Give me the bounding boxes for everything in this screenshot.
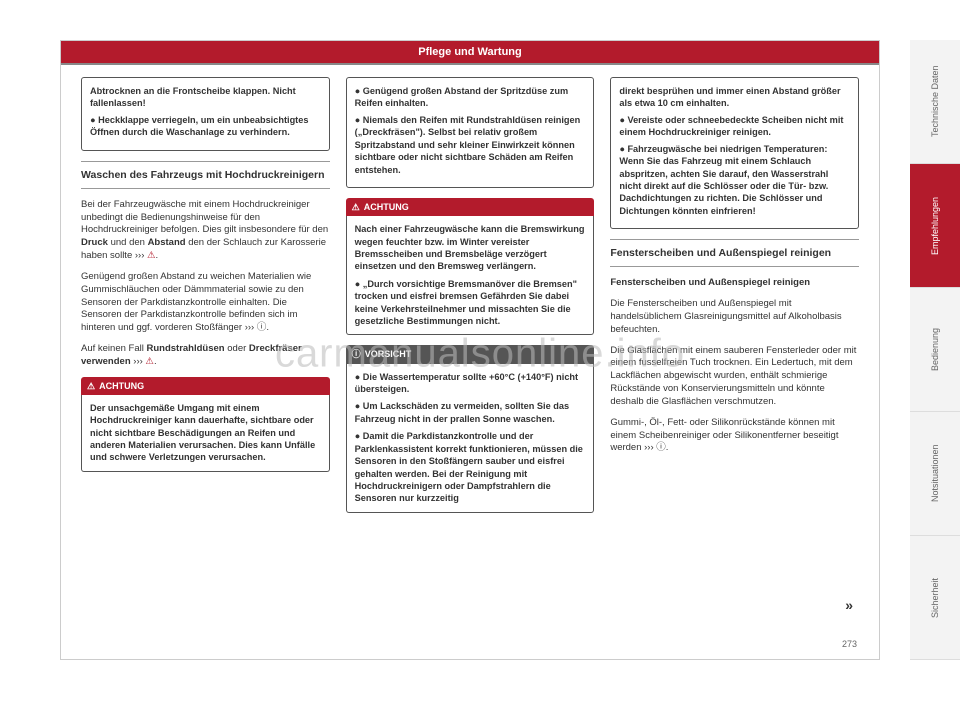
column-3: direkt besprühen und immer einen Abstand… bbox=[610, 77, 859, 523]
info-box: direkt besprühen und immer einen Abstand… bbox=[610, 77, 859, 229]
warning-icon: ⚠ bbox=[352, 201, 360, 213]
warning-icon: ⚠ bbox=[87, 380, 95, 392]
subheading: Fensterscheiben und Außenspiegel reinige… bbox=[610, 277, 859, 290]
achtung-body: Der unsachgemäße Umgang mit einem Hochdr… bbox=[81, 395, 330, 472]
achtung-block: ⚠ ACHTUNG Der unsachgemäße Umgang mit ei… bbox=[81, 377, 330, 472]
tab-technische-daten[interactable]: Technische Daten bbox=[910, 40, 960, 164]
achtung-header: ⚠ ACHTUNG bbox=[346, 198, 595, 216]
paragraph: Bei der Fahrzeugwäsche mit einem Hochdru… bbox=[81, 199, 330, 263]
vorsicht-header: ⓘ VORSICHT bbox=[346, 345, 595, 363]
warning-icon: ⚠ bbox=[147, 250, 156, 261]
box-bullet: ● Genügend großen Abstand der Spritzdüse… bbox=[355, 85, 586, 110]
vorsicht-block: ⓘ VORSICHT ● Die Wassertemperatur sollte… bbox=[346, 345, 595, 512]
tab-notsituationen[interactable]: Notsituationen bbox=[910, 412, 960, 536]
warn-text: Nach einer Fahrzeugwäsche kann die Brems… bbox=[355, 223, 586, 273]
vorsicht-body: ● Die Wassertemperatur sollte +60°C (+14… bbox=[346, 364, 595, 513]
info-box: Abtrocknen an die Frontscheibe klappen. … bbox=[81, 77, 330, 151]
tab-sicherheit[interactable]: Sicherheit bbox=[910, 536, 960, 660]
achtung-header: ⚠ ACHTUNG bbox=[81, 377, 330, 395]
achtung-body: Nach einer Fahrzeugwäsche kann die Brems… bbox=[346, 216, 595, 335]
continuation-mark: » bbox=[845, 597, 853, 613]
page-header: Pflege und Wartung bbox=[61, 41, 879, 65]
side-tabs: Technische Daten Empfehlungen Bedienung … bbox=[910, 40, 960, 660]
column-2: ● Genügend großen Abstand der Spritzdüse… bbox=[346, 77, 595, 523]
manual-page: Pflege und Wartung Abtrocknen an die Fro… bbox=[60, 40, 880, 660]
paragraph: Genügend großen Abstand zu weichen Mater… bbox=[81, 271, 330, 335]
box-bullet: ● Vereiste oder schneebedeckte Scheiben … bbox=[619, 114, 850, 139]
warn-bullet: ● „Durch vorsichtige Bremsmanöver die Br… bbox=[355, 278, 586, 328]
section-heading: Fensterscheiben und Außenspiegel reinige… bbox=[610, 239, 859, 267]
content-columns: Abtrocknen an die Frontscheibe klappen. … bbox=[61, 65, 879, 523]
page-title: Pflege und Wartung bbox=[418, 46, 521, 58]
paragraph: Die Fensterscheiben und Außenspiegel mit… bbox=[610, 298, 859, 336]
box-bullet: ● Niemals den Reifen mit Rundstrahldüsen… bbox=[355, 114, 586, 176]
tab-bedienung[interactable]: Bedienung bbox=[910, 288, 960, 412]
paragraph: Die Glasflächen mit einem sauberen Fenst… bbox=[610, 345, 859, 409]
box-bullet: ● Fahrzeugwäsche bei niedrigen Temperatu… bbox=[619, 143, 850, 218]
achtung-label: ACHTUNG bbox=[364, 201, 409, 213]
warning-icon: ⚠ bbox=[145, 356, 154, 367]
section-heading: Waschen des Fahrzeugs mit Hochdruckreini… bbox=[81, 161, 330, 189]
paragraph: Gummi-, Öl-, Fett- oder Silikonrückständ… bbox=[610, 417, 859, 455]
paragraph: Auf keinen Fall Rundstrahldüsen oder Dre… bbox=[81, 343, 330, 369]
box-bullet: ● Heckklappe verriegeln, um ein unbeabsi… bbox=[90, 114, 321, 139]
caution-bullet: ● Um Lackschäden zu vermeiden, sollten S… bbox=[355, 400, 586, 425]
caution-bullet: ● Damit die Parkdistanzkontrolle und der… bbox=[355, 430, 586, 505]
achtung-block: ⚠ ACHTUNG Nach einer Fahrzeugwäsche kann… bbox=[346, 198, 595, 336]
achtung-label: ACHTUNG bbox=[99, 380, 144, 392]
info-icon: ⓘ bbox=[352, 348, 361, 360]
box-text: Abtrocknen an die Frontscheibe klappen. … bbox=[90, 85, 321, 110]
box-text: direkt besprühen und immer einen Abstand… bbox=[619, 85, 850, 110]
caution-bullet: ● Die Wassertemperatur sollte +60°C (+14… bbox=[355, 371, 586, 396]
vorsicht-label: VORSICHT bbox=[365, 348, 412, 360]
column-1: Abtrocknen an die Frontscheibe klappen. … bbox=[81, 77, 330, 523]
page-number: 273 bbox=[842, 639, 857, 649]
tab-empfehlungen[interactable]: Empfehlungen bbox=[910, 164, 960, 288]
info-box: ● Genügend großen Abstand der Spritzdüse… bbox=[346, 77, 595, 188]
